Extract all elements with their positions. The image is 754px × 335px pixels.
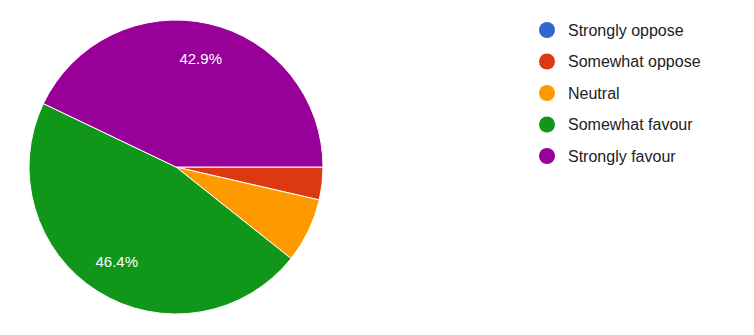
legend-label: Strongly favour [568,148,676,165]
pie-slice [43,20,323,167]
legend: Strongly oppose Somewhat oppose Neutral Som… [539,22,701,165]
legend-swatch [539,22,555,38]
legend-swatch [539,54,555,70]
chart: 46.4% 42.9% Strongly oppose Somewhat oppose… [0,0,754,335]
legend-swatch [539,117,555,133]
slices [29,20,323,314]
data-label: 46.4% [95,253,138,270]
chart-container: 46.4% 42.9% Strongly oppose Somewhat oppose… [0,0,754,335]
legend-swatch [539,148,555,164]
legend-swatch [539,85,555,101]
legend-label: Strongly oppose [568,22,684,39]
data-labels: 46.4% 42.9% [95,50,222,271]
legend-label: Somewhat oppose [568,53,701,70]
legend-label: Somewhat favour [568,116,693,133]
data-label: 42.9% [179,50,222,67]
legend-label: Neutral [568,85,620,102]
